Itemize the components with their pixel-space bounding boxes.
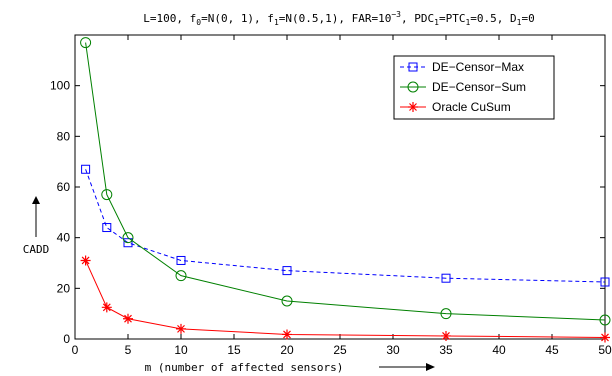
data-point-square [81, 164, 91, 174]
title-part: 0 [196, 18, 201, 27]
x-label-arrow-head [426, 363, 435, 371]
legend: DE−Censor−Max DE−Censor−Sum Oracle CuSum [393, 55, 555, 120]
title-part: 1 [434, 18, 439, 27]
data-point-square [600, 277, 610, 287]
x-tick-label: 45 [545, 343, 559, 357]
y-tick-label: 80 [57, 129, 71, 143]
data-point-circle [175, 270, 187, 282]
data-point-square [102, 223, 112, 233]
y-axis-label: CADD [23, 243, 50, 256]
title-part: =N(0, 1), f [201, 12, 274, 25]
series-circle [80, 37, 611, 326]
data-point-circle [407, 81, 419, 93]
data-point-star [600, 332, 610, 343]
x-tick-label: 40 [492, 343, 506, 357]
data-point-circle [101, 189, 113, 201]
data-point-square [408, 62, 418, 72]
data-point-star [101, 302, 112, 313]
x-tick-label: 30 [386, 343, 400, 357]
series-line [85, 260, 606, 338]
data-point-star [282, 329, 292, 340]
y-label-arrow-head [32, 196, 40, 204]
x-tick-label: 0 [72, 343, 79, 357]
data-point-square [441, 273, 451, 283]
title-part: =PTC [439, 12, 466, 25]
y-tick-label: 40 [57, 231, 71, 245]
series-line [85, 42, 606, 321]
data-point-square [282, 266, 292, 276]
data-point-circle [599, 314, 611, 326]
plot-area: 0 5 10 15 20 25 30 35 40 45 50 0 20 40 60 80 100 [50, 34, 612, 357]
data-point-circle [80, 37, 92, 49]
series-square [81, 164, 610, 287]
data-point-square [123, 238, 133, 248]
legend-label: Oracle CuSum [432, 100, 511, 114]
title-part: 1 [465, 18, 470, 27]
data-point-circle [122, 232, 134, 244]
y-tick-label: 60 [57, 180, 71, 194]
legend-label: DE−Censor−Sum [432, 80, 526, 94]
title-part: 1 [517, 18, 522, 27]
x-tick-label: 20 [280, 343, 294, 357]
x-tick-label: 50 [598, 343, 612, 357]
x-tick-label: 35 [439, 343, 453, 357]
data-point-star [408, 102, 418, 112]
title-part: , PDC [401, 12, 434, 25]
series-line [85, 169, 606, 283]
x-tick-label: 5 [125, 343, 132, 357]
data-point-star [80, 255, 91, 266]
legend-label: DE−Censor−Max [432, 60, 524, 74]
data-point-circle [281, 295, 293, 307]
data-point-star [441, 330, 451, 341]
x-tick-label: 10 [174, 343, 188, 357]
chart-title: L=100, f0=N(0, 1), f1=N(0.5,1), FAR=10−3… [143, 10, 534, 27]
y-tick-label: 100 [50, 79, 70, 93]
title-part: =0 [521, 12, 534, 25]
x-tick-label: 15 [227, 343, 241, 357]
data-point-star [123, 313, 133, 324]
x-tick-label: 25 [333, 343, 347, 357]
data-point-circle [440, 308, 452, 320]
data-point-star [176, 323, 186, 334]
title-part: L=100, f [143, 12, 196, 25]
series-star [80, 255, 610, 343]
y-tick-label: 20 [57, 281, 71, 295]
title-part: 1 [274, 18, 279, 27]
title-part: =0.5, D [470, 12, 516, 25]
x-axis-label: m (number of affected sensors) [145, 361, 344, 374]
title-part: =N(0.5,1), FAR=10 [279, 12, 392, 25]
title-part: −3 [391, 10, 401, 19]
y-tick-label: 0 [63, 332, 70, 346]
data-point-square [176, 255, 186, 265]
